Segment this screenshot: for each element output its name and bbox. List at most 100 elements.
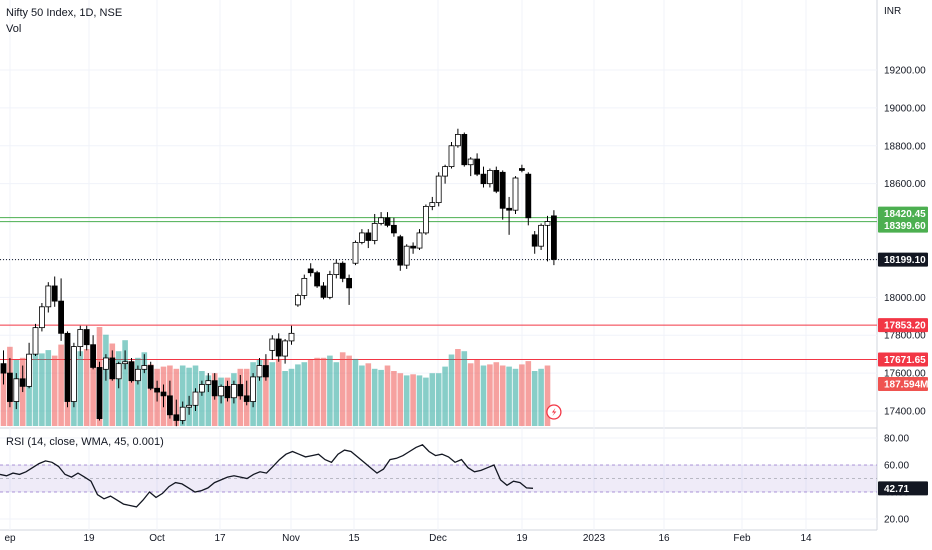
- volume-bar: [39, 353, 45, 426]
- last-price-tag: 18199.10: [884, 255, 926, 266]
- currency-label: INR: [884, 6, 901, 17]
- volume-bar: [499, 365, 506, 426]
- rsi-label: RSI (14, close, WMA, 45, 0.001): [6, 436, 164, 448]
- volume-bar: [416, 375, 423, 426]
- time-tick-label: 19: [83, 533, 95, 544]
- rsi-pane: [0, 444, 877, 508]
- candle-body: [429, 202, 436, 207]
- candle-body: [282, 340, 289, 357]
- candle-body: [141, 365, 148, 370]
- candle-body: [326, 274, 333, 298]
- price-tick-label: 17400.00: [884, 407, 926, 418]
- volume-bar: [435, 373, 442, 426]
- candle-body: [262, 365, 269, 378]
- time-tick-label: Feb: [733, 533, 751, 544]
- candle-body: [403, 245, 410, 266]
- volume-bar: [397, 373, 404, 426]
- candle-body: [32, 327, 39, 355]
- candle-body: [96, 367, 103, 419]
- price-tick-label: 18000.00: [884, 293, 926, 304]
- candle-body: [192, 391, 199, 406]
- volume-bar: [314, 357, 320, 426]
- candle-body: [416, 232, 423, 249]
- candle-body: [275, 338, 282, 357]
- volume-bar: [487, 364, 493, 426]
- level-tag: 17853.20: [884, 321, 926, 332]
- candle-body: [250, 376, 257, 402]
- candle-body: [358, 232, 365, 243]
- candle-body: [301, 277, 308, 296]
- candle-body: [525, 173, 532, 219]
- volume-bar: [333, 362, 340, 426]
- candle-body: [378, 217, 385, 224]
- candle-body: [480, 173, 487, 185]
- volume-bar: [480, 365, 487, 426]
- price-tick-label: 19000.00: [884, 103, 926, 114]
- volume-bar: [461, 351, 468, 426]
- volume-bar: [525, 361, 532, 426]
- time-tick-label: ep: [4, 533, 16, 544]
- candle-body: [83, 329, 90, 346]
- time-tick-label: Dec: [429, 533, 447, 544]
- candle-body: [499, 171, 506, 209]
- price-tick-label: 19200.00: [884, 66, 926, 77]
- volume-bar: [512, 368, 519, 426]
- volume-bar: [275, 358, 282, 426]
- volume-bar: [58, 344, 64, 426]
- candle-body: [243, 395, 250, 402]
- candle-body: [173, 414, 180, 421]
- volume-bar: [179, 365, 186, 426]
- candle-body: [519, 168, 525, 171]
- candle-body: [64, 332, 71, 402]
- volume-bar: [506, 366, 512, 426]
- candle-body: [7, 372, 13, 402]
- candle-body: [160, 391, 167, 397]
- candle-body: [122, 361, 128, 365]
- volume-bar: [429, 373, 436, 426]
- rsi-value-tag: 42.71: [884, 484, 909, 495]
- price-tick-label: 17600.00: [884, 369, 926, 380]
- candle-body: [109, 357, 116, 380]
- volume-bar: [371, 368, 378, 426]
- volume-bar: [83, 349, 90, 426]
- candle-body: [13, 378, 20, 402]
- candle-body: [77, 329, 84, 347]
- candle-body: [474, 158, 481, 175]
- volume-bar: [122, 340, 128, 426]
- time-tick-label: 15: [348, 533, 360, 544]
- candle-body: [288, 332, 295, 342]
- volume-bar: [269, 362, 276, 426]
- candle-body: [410, 245, 417, 249]
- volume-bar: [45, 350, 52, 426]
- candle-body: [390, 224, 397, 234]
- candle-body: [307, 268, 314, 274]
- candle-body: [179, 406, 186, 421]
- volume-bar: [147, 364, 154, 426]
- candle-body: [454, 134, 461, 147]
- volume-bar: [141, 352, 148, 426]
- candle-body: [493, 170, 500, 192]
- candle-body: [486, 170, 493, 185]
- volume-bar: [115, 351, 122, 426]
- volume-bar: [307, 360, 314, 426]
- candle-body: [448, 145, 455, 168]
- volume-tag: 187.594M: [884, 380, 928, 391]
- volume-bar: [359, 365, 365, 426]
- volume-bar: [26, 362, 32, 426]
- candle-body: [134, 368, 141, 382]
- candle-body: [339, 262, 346, 279]
- volume-bar: [339, 352, 346, 426]
- level-tag-bg: [878, 206, 928, 221]
- candle-body: [422, 205, 429, 234]
- volume-bar: [199, 371, 205, 426]
- candle-body: [230, 384, 237, 399]
- candle-body: [333, 262, 340, 276]
- volume-bar: [442, 366, 448, 426]
- volume-bar: [403, 375, 410, 426]
- volume-bar: [205, 375, 212, 426]
- volume-bar: [423, 377, 429, 426]
- candle-body: [467, 158, 474, 166]
- candle-body: [166, 395, 173, 416]
